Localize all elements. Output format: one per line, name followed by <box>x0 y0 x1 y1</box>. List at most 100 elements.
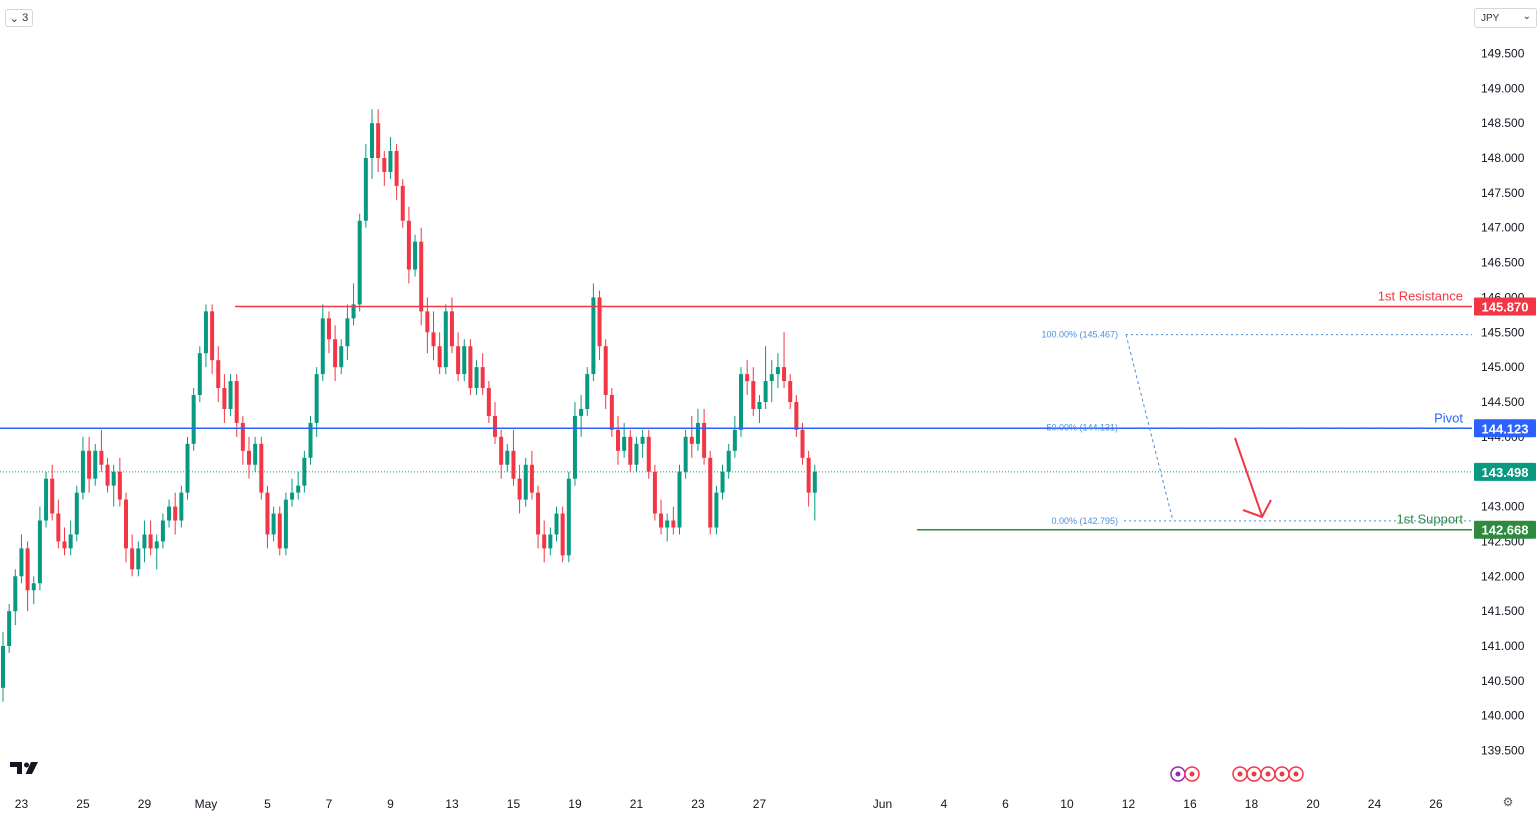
economic-event-icon[interactable] <box>1232 766 1248 782</box>
candle-body <box>763 381 768 402</box>
candle-body <box>806 457 811 493</box>
economic-event-icon[interactable] <box>1184 766 1200 782</box>
candle-body <box>173 506 178 521</box>
candle-body <box>425 311 430 333</box>
x-tick-label: 9 <box>387 797 394 811</box>
x-tick-label: 25 <box>76 797 90 811</box>
candle-body <box>345 318 350 347</box>
candle-body <box>247 450 251 465</box>
candle-body <box>179 492 184 521</box>
candle-body <box>210 311 215 361</box>
x-tick-label: 16 <box>1183 797 1197 811</box>
y-tick-label: 140.000 <box>1481 709 1525 723</box>
candle-body <box>443 311 448 368</box>
candle-body <box>167 506 172 521</box>
candle-body <box>240 422 245 451</box>
y-tick-label: 145.000 <box>1481 360 1525 374</box>
candle-body <box>111 471 116 486</box>
currency-label: JPY <box>1481 12 1500 24</box>
economic-event-icon[interactable] <box>1246 766 1262 782</box>
candle-body <box>794 402 799 430</box>
price-tag: 144.123 <box>1482 421 1529 436</box>
y-tick-label: 145.500 <box>1481 325 1525 339</box>
candle-body <box>320 318 325 375</box>
candle-body <box>259 443 264 493</box>
x-tick-label: Jun <box>873 797 892 811</box>
level-label: Pivot <box>1434 410 1463 425</box>
candle-body <box>769 374 774 382</box>
candle-body <box>296 485 301 493</box>
candle-body <box>302 457 307 486</box>
candle-body <box>523 464 528 500</box>
price-tag-bg <box>1474 419 1536 438</box>
candle-body <box>529 464 534 493</box>
candle-body <box>745 374 750 382</box>
candle-body <box>732 429 737 451</box>
settings-gear-icon[interactable]: ⚙ <box>1502 795 1514 809</box>
y-tick-label: 146.500 <box>1481 256 1525 270</box>
candle-body <box>74 492 79 535</box>
y-tick-label: 141.000 <box>1481 639 1525 653</box>
candle-body <box>659 513 664 528</box>
candle-body <box>185 443 190 493</box>
y-tick-label: 143.000 <box>1481 500 1525 514</box>
projection-arrow <box>1234 437 1263 517</box>
economic-event-icon[interactable] <box>1274 766 1290 782</box>
candle-body <box>597 297 602 347</box>
collapse-indicators-button[interactable]: ⌄ 3 <box>5 9 33 27</box>
candle-body <box>314 374 319 423</box>
candle-body <box>757 402 762 409</box>
projection-arrow-head <box>1242 499 1272 519</box>
economic-event-icon[interactable] <box>1288 766 1304 782</box>
candle-body <box>566 478 571 556</box>
candle-body <box>634 443 639 465</box>
fib-level-label: 50.00% (144.131) <box>1046 423 1118 433</box>
candle-body <box>80 450 85 493</box>
x-tick-label: 27 <box>753 797 767 811</box>
candle-body <box>665 520 670 528</box>
candle-body <box>782 367 787 382</box>
x-tick-label: 29 <box>138 797 152 811</box>
candle-body <box>652 471 657 514</box>
candle-body <box>468 346 473 389</box>
candle-body <box>130 548 135 570</box>
candle-body <box>31 583 36 591</box>
y-tick-label: 144.500 <box>1481 395 1525 409</box>
economic-event-icon[interactable] <box>1260 766 1276 782</box>
candle-body <box>585 374 590 409</box>
candle-body <box>609 395 614 430</box>
x-tick-label: 23 <box>691 797 705 811</box>
x-tick-label: 20 <box>1306 797 1320 811</box>
chevron-down-icon: ⌄ <box>1522 11 1531 22</box>
price-tag-bg <box>1474 520 1536 539</box>
y-tick-label: 140.500 <box>1481 674 1525 688</box>
price-tag: 145.870 <box>1482 299 1529 314</box>
candle-body <box>486 388 491 416</box>
candle-body <box>505 450 510 465</box>
tradingview-logo-icon[interactable] <box>10 758 40 778</box>
candle-body <box>394 151 399 186</box>
x-tick-label: 23 <box>15 797 29 811</box>
candle-body <box>708 457 713 528</box>
currency-selector[interactable]: JPY ⌄ <box>1474 8 1537 28</box>
candle-body <box>400 185 405 221</box>
x-tick-label: 7 <box>326 797 333 811</box>
candle-body <box>326 318 331 340</box>
candle-body <box>56 513 61 542</box>
candle-body <box>677 471 682 528</box>
y-tick-label: 141.500 <box>1481 604 1525 618</box>
candle-body <box>277 513 282 549</box>
candle-body <box>419 241 424 312</box>
candle-body <box>480 367 485 389</box>
candle-body <box>406 220 411 270</box>
y-tick-label: 142.000 <box>1481 569 1525 583</box>
candle-body <box>437 346 442 368</box>
y-tick-label: 149.500 <box>1481 46 1525 60</box>
dividend-event-icon[interactable] <box>1170 766 1186 782</box>
candle-body <box>683 436 688 472</box>
candle-body <box>775 367 780 375</box>
candle-body <box>376 123 381 158</box>
candle-body <box>462 346 467 375</box>
